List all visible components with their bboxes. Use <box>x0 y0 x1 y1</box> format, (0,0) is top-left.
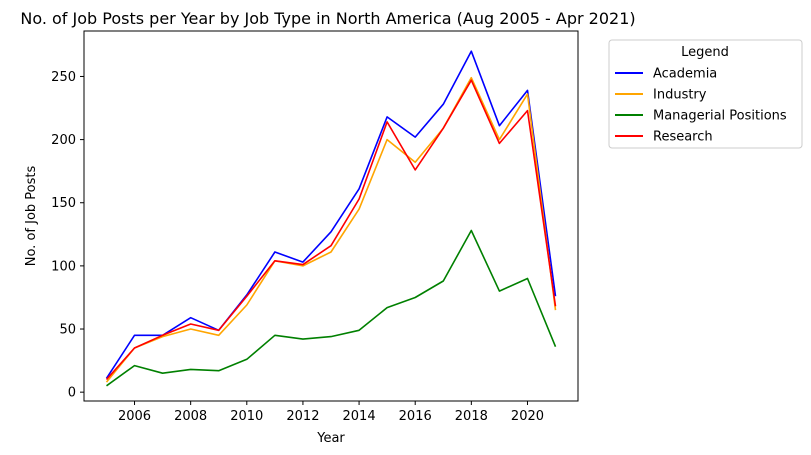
x-tick-label: 2012 <box>286 409 319 424</box>
chart-title: No. of Job Posts per Year by Job Type in… <box>20 9 635 28</box>
legend-label: Managerial Positions <box>653 109 787 124</box>
plot-frame <box>83 30 579 402</box>
legend-label: Industry <box>653 88 707 103</box>
legend-items: Academia Industry Managerial Positions Rese… <box>615 67 787 145</box>
x-tick-label: 2014 <box>343 409 376 424</box>
x-tick-label: 2008 <box>174 409 207 424</box>
y-tick-label: 150 <box>51 196 76 211</box>
x-tick-label: 2010 <box>230 409 263 424</box>
legend: Legend Academia Industry Managerial Positi… <box>608 39 803 149</box>
y-tick-label: 0 <box>68 386 76 401</box>
x-tick-label: 2018 <box>455 409 488 424</box>
x-axis-label: Year <box>316 431 345 446</box>
x-axis: 2006 2008 2010 2012 2014 2016 2018 2020 <box>118 401 544 424</box>
y-tick-label: 50 <box>59 323 76 338</box>
legend-title: Legend <box>681 45 729 60</box>
legend-label: Research <box>653 130 713 145</box>
series-line-research <box>105 79 557 381</box>
x-tick-label: 2006 <box>118 409 151 424</box>
x-tick-label: 2016 <box>399 409 432 424</box>
legend-label: Academia <box>653 67 717 82</box>
series-line-academia <box>105 50 557 379</box>
y-axis-label: No. of Job Posts <box>24 166 39 267</box>
series-lines <box>105 50 557 387</box>
y-tick-label: 100 <box>51 259 76 274</box>
y-tick-label: 250 <box>51 70 76 85</box>
y-tick-label: 200 <box>51 133 76 148</box>
series-line-industry <box>105 76 557 383</box>
y-axis: 0 50 100 150 200 250 <box>51 70 84 401</box>
x-tick-label: 2020 <box>511 409 544 424</box>
series-line-managerial-positions <box>106 229 557 387</box>
legend-box <box>608 39 803 149</box>
